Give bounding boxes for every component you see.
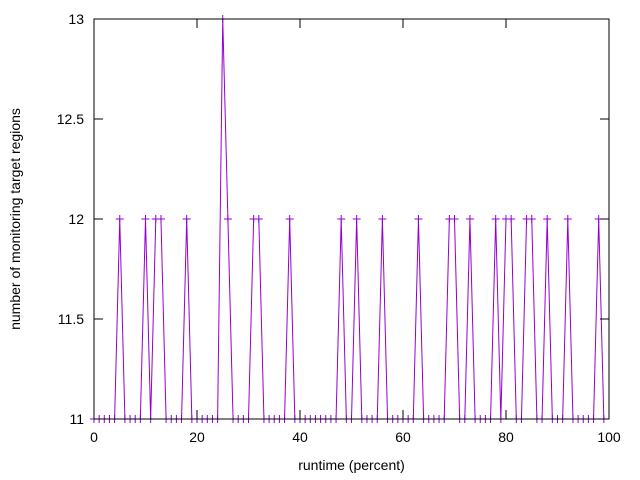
data-point <box>491 215 500 223</box>
y-tick-label: 13 <box>68 11 84 27</box>
y-tick-label: 11.5 <box>58 311 84 327</box>
data-point <box>337 215 346 223</box>
series-layer <box>90 15 608 423</box>
data-point <box>254 215 263 223</box>
data-point <box>563 215 572 223</box>
y-axis-label: number of monitoring target regions <box>7 108 23 330</box>
x-tick-label: 80 <box>498 429 514 445</box>
data-point <box>223 215 232 223</box>
data-point <box>507 215 516 223</box>
data-point <box>543 215 552 223</box>
data-point <box>285 215 294 223</box>
data-point <box>156 215 165 223</box>
data-point <box>378 215 387 223</box>
data-point <box>527 215 536 223</box>
x-axis-label: runtime (percent) <box>298 457 405 473</box>
data-point <box>450 215 459 223</box>
data-point <box>115 215 124 223</box>
y-tick-label: 12 <box>68 211 84 227</box>
ticks-layer: 0 20 40 60 80 100 11 11.5 12 12.5 13 <box>57 11 621 445</box>
y-tick-label: 11 <box>69 411 84 427</box>
x-tick-label: 100 <box>597 429 621 445</box>
data-point <box>141 215 150 223</box>
data-point <box>414 215 423 223</box>
data-point <box>465 215 474 223</box>
x-tick-label: 20 <box>189 429 205 445</box>
x-tick-label: 0 <box>90 429 98 445</box>
data-point <box>352 215 361 223</box>
data-point <box>182 215 191 223</box>
y-tick-label: 12.5 <box>57 111 84 127</box>
x-tick-label: 60 <box>395 429 411 445</box>
x-tick-label: 40 <box>292 429 308 445</box>
